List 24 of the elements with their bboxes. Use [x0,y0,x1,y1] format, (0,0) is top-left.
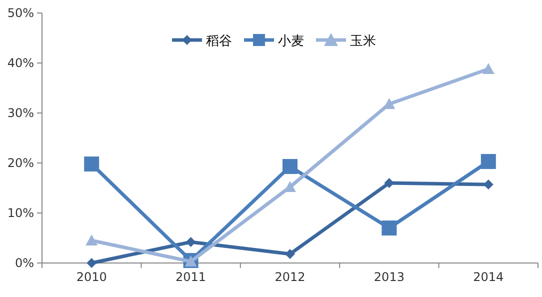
point [86,234,98,246]
point [480,154,496,169]
y-tick-label: 0% [14,256,34,270]
point [282,159,298,174]
y-tick-label: 10% [7,206,34,220]
y-tick-label: 50% [7,6,34,20]
point [285,249,295,259]
legend-label: 稻谷 [206,34,232,49]
x-tick-label: 2011 [176,270,206,284]
point [482,63,494,74]
x-tick-label: 2014 [473,270,504,284]
x-tick-label: 2012 [274,270,306,284]
legend-label: 小麦 [278,34,304,49]
legend-label: 玉米 [350,34,376,49]
x-tick-label: 2013 [374,270,404,284]
x-tick-label: 2010 [76,270,107,284]
point [382,220,397,236]
point [84,156,100,172]
y-tick-label: 40% [7,56,34,70]
y-tick-label: 30% [7,106,34,120]
point [86,258,97,268]
point [384,178,394,188]
point [186,237,196,247]
y-tick-label: 20% [7,156,34,170]
